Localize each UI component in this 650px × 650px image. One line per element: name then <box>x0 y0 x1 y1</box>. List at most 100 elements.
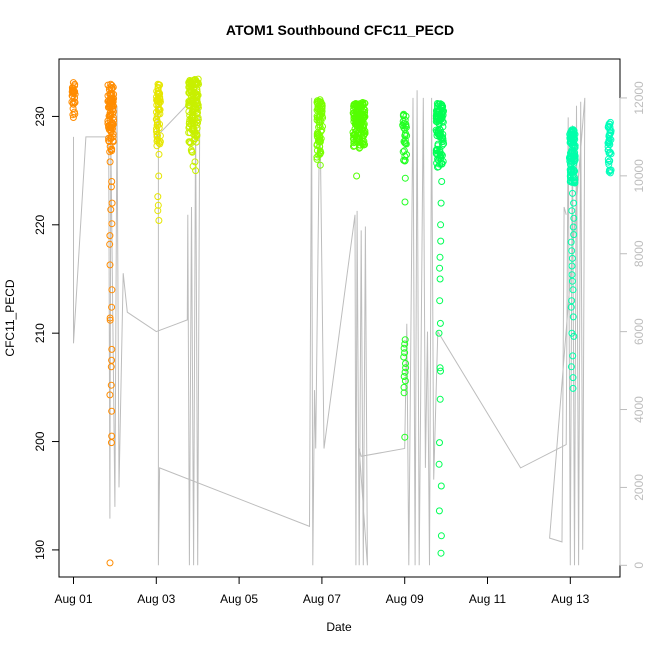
data-point <box>438 134 446 142</box>
data-point <box>155 124 163 132</box>
data-point <box>437 221 445 229</box>
data-point <box>570 214 578 222</box>
data-point <box>155 172 163 180</box>
data-point <box>439 133 447 141</box>
series-8 <box>432 100 448 557</box>
x-tick-label: Aug 03 <box>137 592 175 606</box>
x-tick-label: Aug 07 <box>303 592 341 606</box>
data-point <box>438 178 446 185</box>
data-point <box>106 112 114 120</box>
data-point <box>605 138 613 146</box>
y2-tick-label: 12000 <box>632 81 646 115</box>
data-point <box>106 314 114 322</box>
data-point <box>435 100 443 108</box>
data-point <box>401 349 409 357</box>
data-point <box>401 136 409 144</box>
data-point <box>354 117 362 125</box>
data-point <box>401 198 409 206</box>
data-point <box>436 364 444 372</box>
data-point <box>107 183 115 191</box>
data-point <box>402 364 410 372</box>
data-point <box>569 286 577 294</box>
data-point <box>69 114 77 121</box>
data-point <box>188 81 196 89</box>
data-point <box>107 381 115 389</box>
data-point <box>353 110 361 117</box>
data-point <box>567 363 575 371</box>
data-point <box>570 199 578 207</box>
data-point <box>153 87 161 95</box>
data-point <box>570 231 578 239</box>
data-point <box>570 127 578 135</box>
series-5 <box>313 96 327 169</box>
data-point <box>104 103 112 111</box>
data-point <box>69 111 77 119</box>
data-point <box>568 178 576 186</box>
data-point <box>191 135 199 142</box>
data-point <box>361 141 368 149</box>
data-point <box>434 140 442 148</box>
data-point <box>108 178 116 185</box>
x-tick-label: Aug 11 <box>469 592 506 606</box>
data-point <box>108 432 116 440</box>
x-tick-label: Aug 01 <box>54 592 92 606</box>
data-point <box>607 127 615 135</box>
data-point <box>567 168 575 176</box>
data-point <box>566 153 574 161</box>
data-point <box>569 189 576 197</box>
data-point <box>567 238 575 246</box>
data-point <box>606 166 614 174</box>
data-point <box>108 303 116 311</box>
data-point <box>156 106 164 114</box>
data-point <box>400 373 408 380</box>
y2-tick-label: 10000 <box>632 159 646 193</box>
data-point <box>104 81 112 89</box>
series-2 <box>104 80 118 567</box>
data-point <box>437 532 445 540</box>
y-tick-label: 220 <box>33 214 47 234</box>
data-point <box>153 108 160 116</box>
axes-layer: Aug 01 Aug 03 Aug 05 Aug 07 Aug 09 Aug 11 Aug … <box>33 58 646 606</box>
data-point <box>402 139 410 147</box>
data-point <box>350 115 358 123</box>
data-point <box>568 247 576 255</box>
y2-tick-label: 0 <box>632 562 646 569</box>
data-point <box>436 275 444 283</box>
data-point <box>437 115 445 123</box>
data-point <box>152 115 160 123</box>
altitude-line-layer <box>73 90 586 566</box>
data-point <box>108 120 116 127</box>
data-point <box>192 81 200 89</box>
data-point <box>318 105 326 113</box>
data-point <box>106 559 114 567</box>
data-point <box>438 117 446 125</box>
y2-tick-label: 8000 <box>632 240 646 267</box>
data-point <box>436 439 443 447</box>
data-point <box>568 277 576 285</box>
y-axis-label: CFC11_PECD <box>3 279 17 356</box>
data-point <box>571 179 579 187</box>
data-point <box>401 368 409 376</box>
data-point <box>438 141 446 149</box>
data-point <box>435 507 443 515</box>
data-point <box>350 139 358 147</box>
series-10 <box>604 118 615 177</box>
data-point <box>437 367 444 375</box>
data-point <box>69 88 77 96</box>
data-point <box>436 297 444 305</box>
data-point <box>401 132 409 139</box>
data-point <box>353 172 361 180</box>
x-axis-label: Date <box>326 620 352 634</box>
series-1 <box>68 79 79 121</box>
data-point <box>403 151 410 159</box>
data-point <box>436 253 444 261</box>
data-point <box>360 114 368 122</box>
data-point <box>570 134 578 142</box>
data-point <box>108 345 116 353</box>
data-point <box>605 149 613 157</box>
data-point <box>361 127 369 135</box>
data-point <box>317 149 325 156</box>
data-point <box>192 76 200 84</box>
data-point <box>402 140 410 148</box>
data-point <box>401 377 409 385</box>
